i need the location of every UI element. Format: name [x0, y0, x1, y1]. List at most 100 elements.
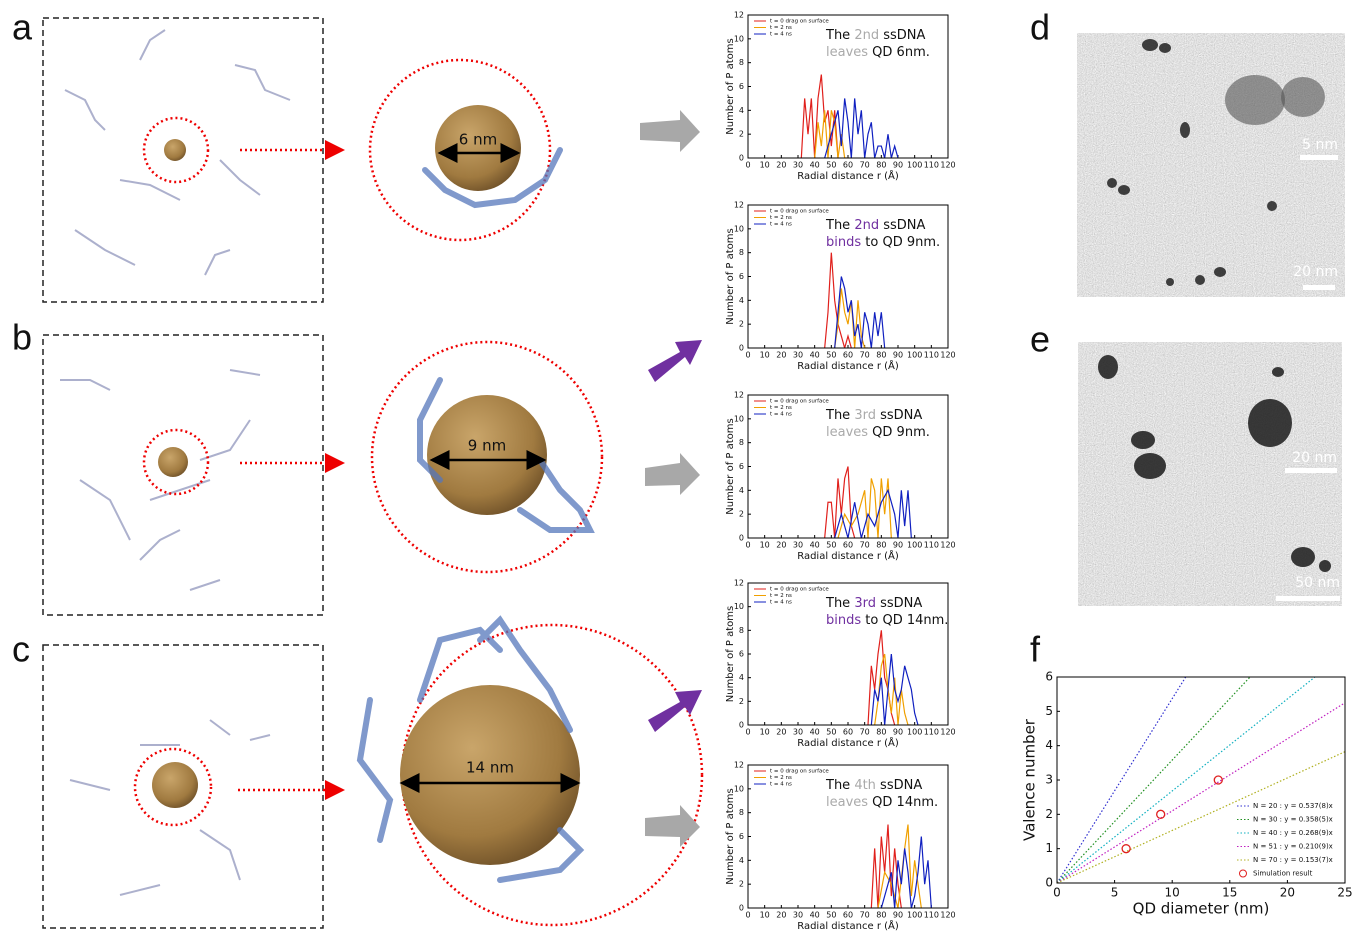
y-tick-label: 6 — [739, 272, 744, 281]
y-tick-label: 1 — [1045, 841, 1053, 855]
x-tick-label: 0 — [745, 911, 750, 920]
data-line — [834, 276, 886, 348]
y-axis-label: Valence number — [1021, 718, 1039, 841]
data-point — [1121, 844, 1131, 854]
data-line — [800, 74, 839, 158]
data-line — [870, 824, 902, 908]
legend-label: t = 4 ns — [770, 222, 792, 228]
data-line — [834, 488, 915, 538]
x-tick-label: 110 — [924, 161, 939, 170]
y-tick-label: 0 — [1045, 876, 1053, 890]
x-tick-label: 30 — [793, 541, 803, 550]
legend-label: t = 4 ns — [770, 412, 792, 418]
x-tick-label: 110 — [924, 351, 939, 360]
legend-label: N = 30 : y = 0.358(5)x — [1253, 816, 1333, 824]
x-tick-label: 5 — [1111, 886, 1119, 900]
x-axis-label: QD diameter (nm) — [1133, 900, 1270, 918]
y-tick-label: 2 — [739, 880, 744, 889]
legend-label: t = 0 drag on surface — [770, 209, 829, 215]
annotation-part: The — [825, 596, 854, 611]
y-tick-label: 6 — [739, 832, 744, 841]
x-tick-label: 110 — [924, 541, 939, 550]
scale-bar-label: 50 nm — [1295, 575, 1340, 591]
x-tick-label: 30 — [793, 911, 803, 920]
annotation-part: leaves — [826, 45, 868, 60]
plot-frame — [747, 394, 949, 539]
data-line — [824, 466, 856, 538]
y-tick-label: 8 — [739, 58, 744, 67]
y-tick-label: 12 — [734, 11, 744, 20]
x-tick-label: 80 — [876, 161, 886, 170]
scale-bar-label: 20 nm — [1293, 264, 1338, 280]
x-tick-label: 70 — [860, 541, 870, 550]
x-tick-label: 40 — [810, 351, 820, 360]
y-tick-label: 8 — [739, 626, 744, 635]
x-tick-label: 10 — [760, 541, 770, 550]
y-tick-label: 2 — [1045, 807, 1053, 821]
annotation-part: 2nd — [854, 28, 879, 43]
annotation: leaves QD 9nm. — [826, 425, 930, 440]
y-tick-label: 0 — [739, 344, 744, 353]
x-tick-label: 30 — [793, 161, 803, 170]
y-tick-label: 8 — [739, 808, 744, 817]
x-tick-label: 100 — [907, 541, 922, 550]
x-tick-label: 110 — [924, 728, 939, 737]
x-tick-label: 80 — [876, 351, 886, 360]
x-axis-label: Radial distance r (Å) — [797, 736, 899, 749]
annotation: The 4th ssDNA — [825, 778, 922, 793]
scale-bar-label: 20 nm — [1292, 450, 1337, 466]
scale-bar-label: 5 nm — [1302, 137, 1338, 153]
annotation: leaves QD 6nm. — [826, 45, 930, 60]
y-tick-label: 0 — [739, 154, 744, 163]
x-tick-label: 0 — [745, 541, 750, 550]
y-tick-label: 5 — [1045, 704, 1053, 718]
chart: 0 10 20 30 40 50 60 70 80 90 100 110 120 0 2 4 6 8 10 12 Rad… — [725, 391, 956, 563]
chart: 0 10 20 30 40 50 60 70 80 90 100 110 120 0 2 4 6 8 10 12 Rad… — [725, 11, 956, 183]
x-tick-label: 100 — [907, 911, 922, 920]
annotation-part: ssDNA — [879, 218, 925, 233]
y-tick-label: 10 — [734, 602, 744, 611]
y-tick-label: 12 — [734, 761, 744, 770]
x-tick-label: 90 — [893, 728, 903, 737]
x-tick-label: 25 — [1337, 886, 1352, 900]
legend-label: t = 2 ns — [770, 405, 792, 411]
y-tick-label: 4 — [739, 296, 744, 305]
x-tick-label: 70 — [860, 351, 870, 360]
y-tick-label: 4 — [1045, 738, 1053, 752]
annotation-part: The — [825, 778, 854, 793]
y-tick-label: 0 — [739, 904, 744, 913]
legend-label: N = 40 : y = 0.268(9)x — [1253, 829, 1333, 837]
diameter-label: 14 nm — [466, 759, 514, 777]
annotation-part: 2nd — [854, 218, 879, 233]
annotation-part: The — [825, 408, 854, 423]
box-b — [42, 334, 324, 616]
plot-frame — [747, 764, 949, 909]
x-tick-label: 20 — [776, 728, 786, 737]
chart: 0 10 20 30 40 50 60 70 80 90 100 110 120 0 2 4 6 8 10 12 Rad… — [725, 761, 956, 932]
y-tick-label: 2 — [739, 510, 744, 519]
chart: 0 10 20 30 40 50 60 70 80 90 100 110 120 0 2 4 6 8 10 12 Rad… — [725, 201, 956, 373]
y-tick-label: 0 — [739, 534, 744, 543]
annotation: binds to QD 14nm. — [826, 613, 948, 628]
x-axis-label: Radial distance r (Å) — [797, 169, 899, 182]
x-tick-label: 120 — [940, 541, 955, 550]
legend-label: t = 2 ns — [770, 25, 792, 31]
annotation-part: leaves — [826, 795, 868, 810]
chart: 0 10 20 30 40 50 60 70 80 90 100 110 120 0 2 4 6 8 10 12 Rad… — [725, 579, 956, 750]
x-tick-label: 40 — [810, 161, 820, 170]
x-tick-label: 20 — [776, 911, 786, 920]
annotation: leaves QD 14nm. — [826, 795, 938, 810]
legend-label: t = 2 ns — [770, 215, 792, 221]
y-tick-label: 0 — [739, 721, 744, 730]
y-tick-label: 4 — [739, 106, 744, 115]
x-tick-label: 120 — [940, 911, 955, 920]
diameter-label: 6 nm — [459, 131, 497, 149]
strands — [60, 29, 291, 896]
annotation-part: QD 6nm. — [868, 45, 930, 60]
x-tick-label: 60 — [843, 161, 853, 170]
panel-label: e — [1030, 319, 1050, 360]
x-tick-label: 120 — [940, 161, 955, 170]
y-tick-label: 10 — [734, 414, 744, 423]
x-axis-label: Radial distance r (Å) — [797, 359, 899, 372]
